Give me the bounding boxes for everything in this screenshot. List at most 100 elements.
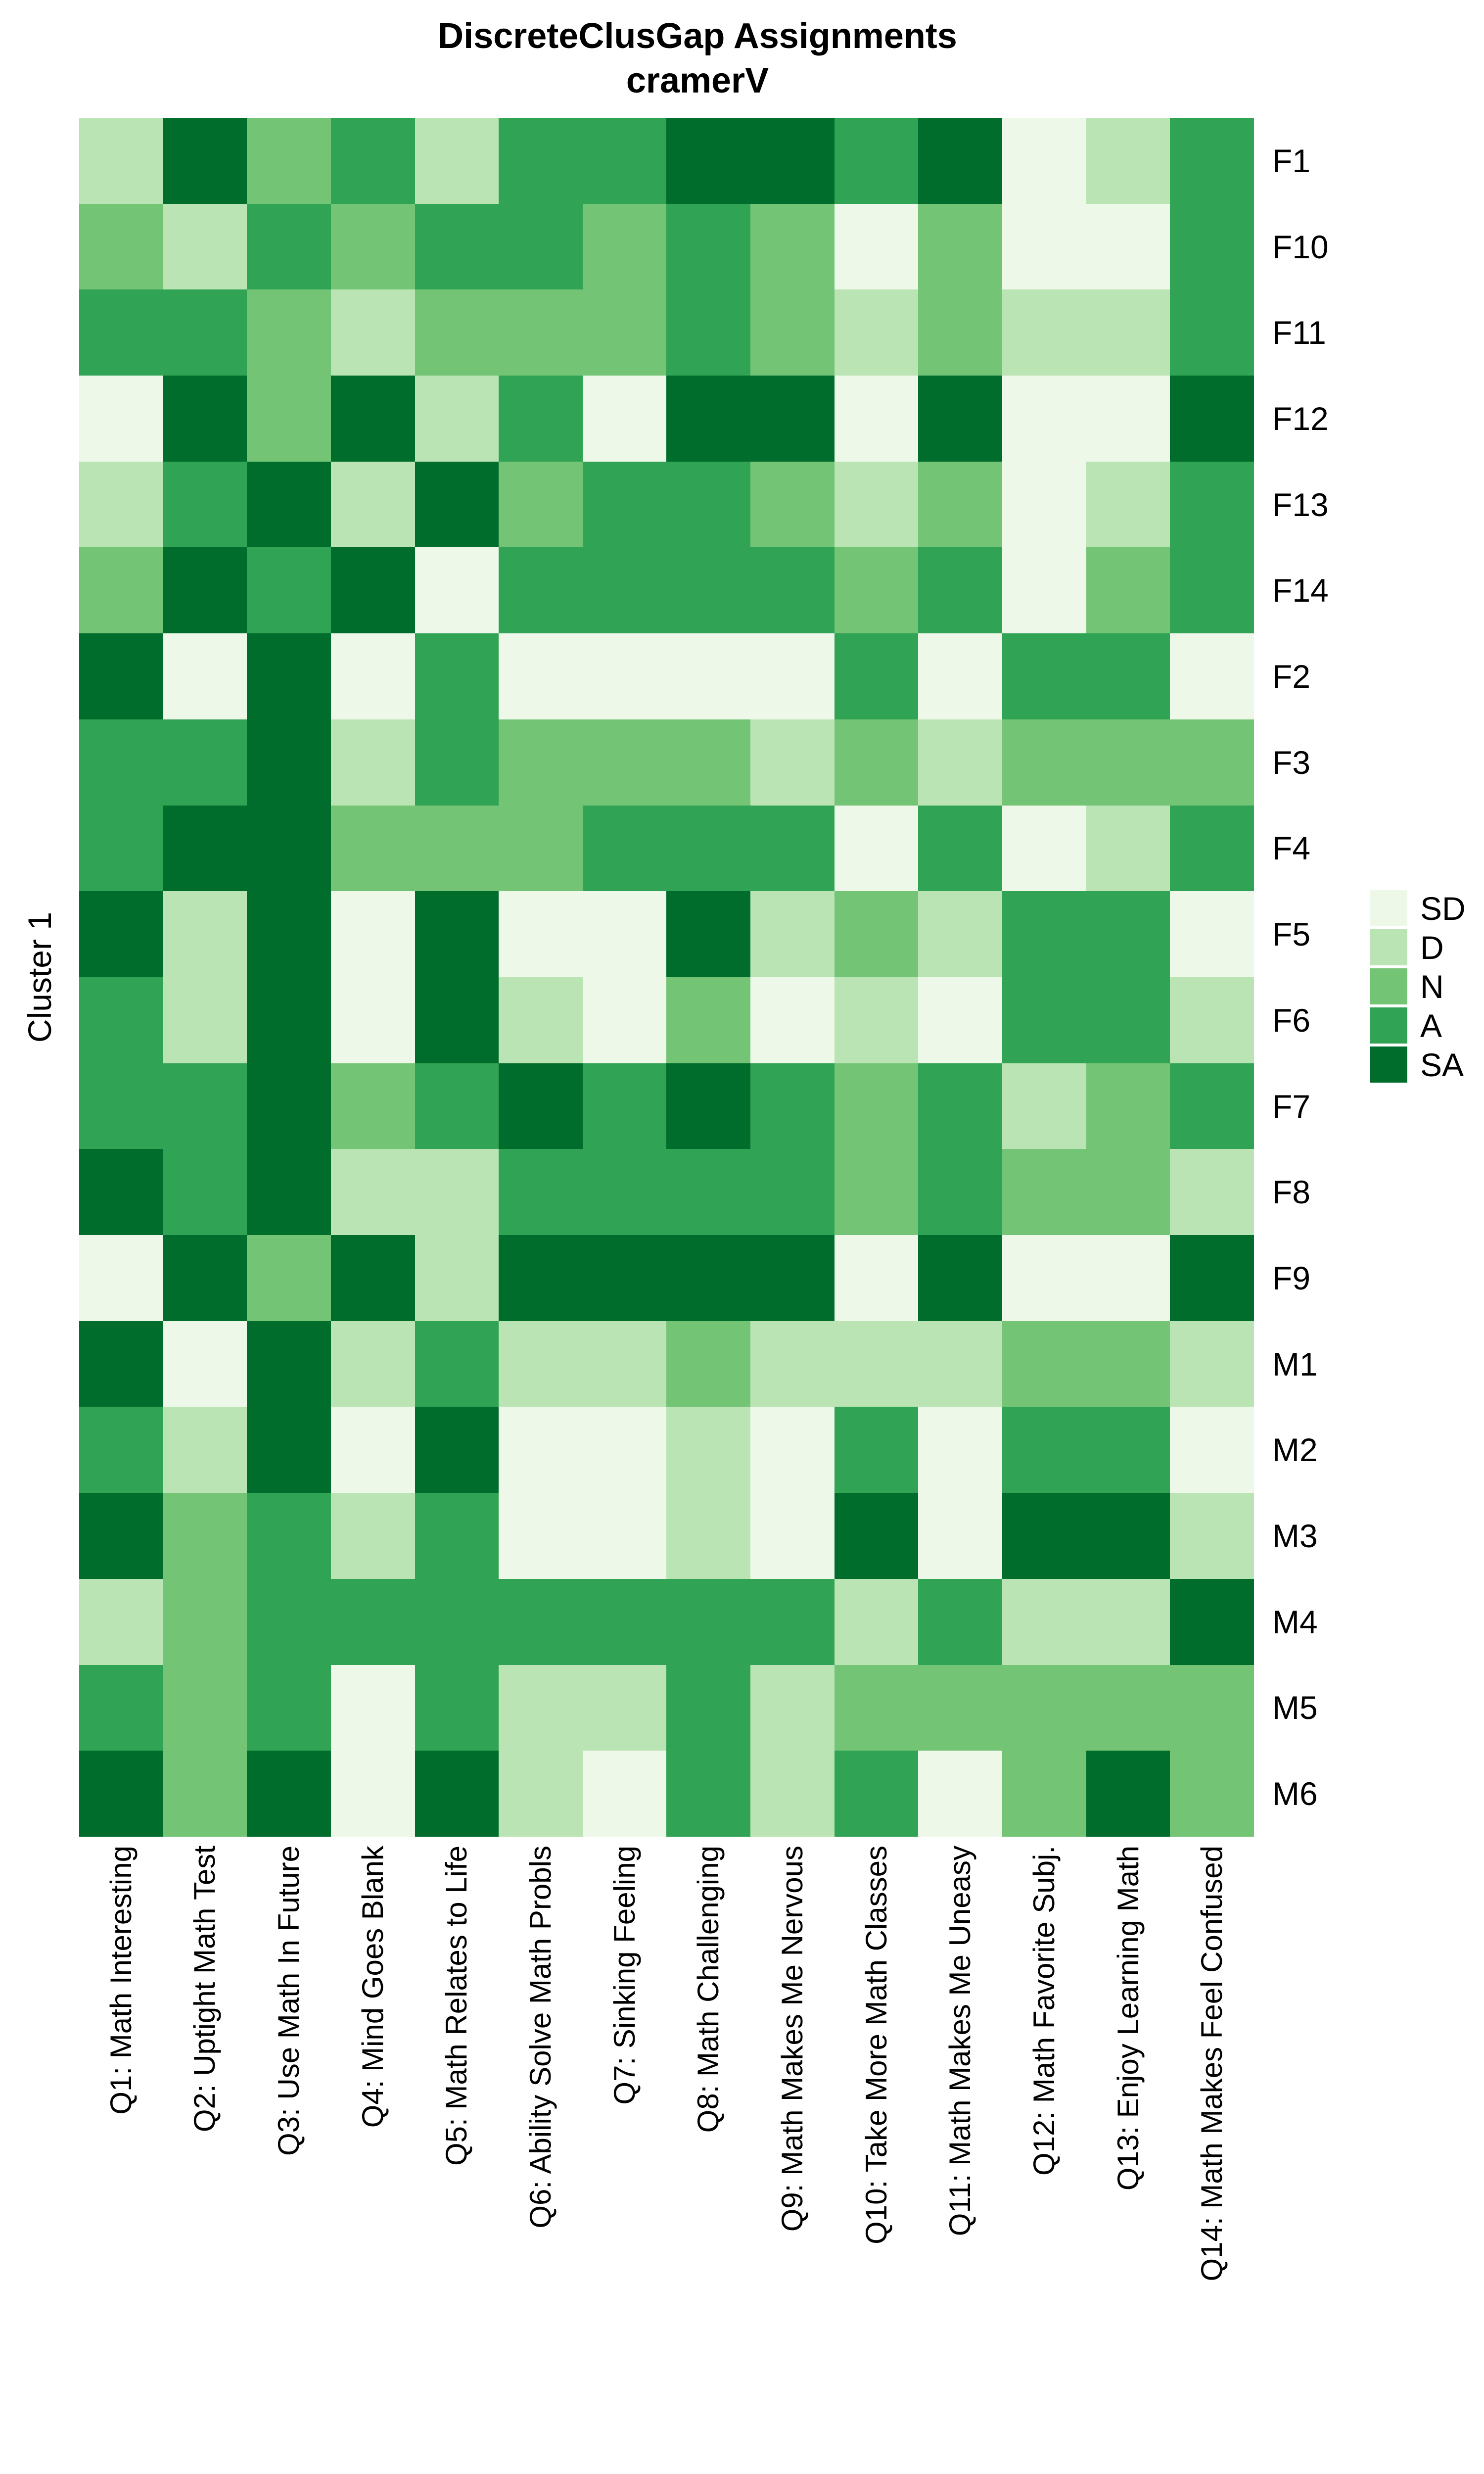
heatmap-cell xyxy=(666,805,751,892)
row-label: F11 xyxy=(1272,314,1326,351)
heatmap-cell xyxy=(1002,1063,1086,1149)
heatmap-cell xyxy=(1086,977,1170,1063)
heatmap-cell xyxy=(666,376,751,462)
heatmap-cell xyxy=(1086,118,1170,204)
heatmap-cell xyxy=(499,1578,583,1665)
heatmap-cell xyxy=(163,461,247,548)
heatmap-cell xyxy=(163,203,247,290)
heatmap-cell xyxy=(918,1751,1003,1837)
heatmap-cell xyxy=(1086,1063,1170,1149)
heatmap-cell xyxy=(1170,203,1254,290)
heatmap-cell xyxy=(918,1665,1003,1751)
heatmap-cell xyxy=(79,376,163,462)
heatmap-cell xyxy=(1170,1493,1254,1579)
heatmap-cell xyxy=(666,977,751,1063)
column-label: Q7: Sinking Feeling xyxy=(607,1846,641,2105)
heatmap-cell xyxy=(1002,203,1086,290)
heatmap-cell xyxy=(666,1493,751,1579)
heatmap-cell xyxy=(750,633,835,719)
heatmap-cell xyxy=(415,376,499,462)
heatmap-cell xyxy=(582,891,667,977)
heatmap-cell xyxy=(163,1407,247,1493)
heatmap-cell xyxy=(415,1063,499,1149)
heatmap-cell xyxy=(247,461,331,548)
heatmap-cell xyxy=(834,376,919,462)
heatmap-cell xyxy=(582,547,667,634)
heatmap-cell xyxy=(1086,1578,1170,1665)
heatmap-cell xyxy=(415,461,499,548)
heatmap-cell xyxy=(1086,1751,1170,1837)
heatmap-cell xyxy=(582,633,667,719)
heatmap-cell xyxy=(582,461,667,548)
legend-label: D xyxy=(1420,929,1444,966)
heatmap-cell xyxy=(834,719,919,806)
row-label: M2 xyxy=(1272,1431,1318,1469)
row-label: F13 xyxy=(1272,486,1329,523)
heatmap-cell xyxy=(1002,289,1086,376)
heatmap-cell xyxy=(499,461,583,548)
heatmap-cell xyxy=(163,977,247,1063)
heatmap-cell xyxy=(330,1493,415,1579)
heatmap-cell xyxy=(666,1149,751,1236)
heatmap-cell xyxy=(582,1063,667,1149)
heatmap-cell xyxy=(834,1751,919,1837)
heatmap-cell xyxy=(918,118,1003,204)
column-label: Q1: Math Interesting xyxy=(104,1846,138,2115)
heatmap-cell xyxy=(918,547,1003,634)
heatmap-cell xyxy=(666,719,751,806)
heatmap-cell xyxy=(918,376,1003,462)
column-label: Q10: Take More Math Classes xyxy=(859,1846,893,2244)
heatmap-cell xyxy=(666,1063,751,1149)
heatmap-cell xyxy=(834,461,919,548)
heatmap-cell xyxy=(834,547,919,634)
row-label: F8 xyxy=(1272,1174,1311,1211)
heatmap-cell xyxy=(499,719,583,806)
heatmap-cell xyxy=(1002,977,1086,1063)
heatmap-cell xyxy=(1170,633,1254,719)
heatmap-cell xyxy=(415,289,499,376)
heatmap-cell xyxy=(582,203,667,290)
heatmap-cell xyxy=(415,1751,499,1837)
heatmap-cell xyxy=(330,118,415,204)
heatmap-cell xyxy=(750,805,835,892)
heatmap-cell xyxy=(247,289,331,376)
heatmap-cell xyxy=(247,1149,331,1236)
heatmap-cell xyxy=(750,1578,835,1665)
heatmap-cell xyxy=(163,1321,247,1407)
heatmap-cell xyxy=(247,977,331,1063)
heatmap-cell xyxy=(918,891,1003,977)
heatmap-cell xyxy=(1170,1407,1254,1493)
heatmap-cell xyxy=(1170,977,1254,1063)
heatmap-cell xyxy=(330,203,415,290)
heatmap-cell xyxy=(330,1235,415,1321)
heatmap-cell xyxy=(918,1321,1003,1407)
heatmap-cell xyxy=(330,1321,415,1407)
row-label: F5 xyxy=(1272,916,1311,953)
heatmap-cell xyxy=(1170,289,1254,376)
heatmap-cell xyxy=(582,1407,667,1493)
heatmap-cell xyxy=(247,1063,331,1149)
heatmap-cell xyxy=(1086,633,1170,719)
legend-entry: SA xyxy=(1370,1047,1466,1083)
heatmap-cell xyxy=(330,805,415,892)
heatmap-cell xyxy=(750,1665,835,1751)
heatmap-cell xyxy=(163,1751,247,1837)
heatmap-cell xyxy=(1086,1407,1170,1493)
heatmap-cell xyxy=(1002,547,1086,634)
heatmap-cell xyxy=(247,1578,331,1665)
row-label: M3 xyxy=(1272,1518,1318,1555)
row-label: F14 xyxy=(1272,572,1329,609)
heatmap-cell xyxy=(79,461,163,548)
heatmap-cell xyxy=(163,547,247,634)
heatmap-cell xyxy=(163,1063,247,1149)
heatmap-cell xyxy=(918,1407,1003,1493)
column-label: Q2: Uptight Math Test xyxy=(188,1846,222,2133)
heatmap-cell xyxy=(1170,461,1254,548)
heatmap-cell xyxy=(330,547,415,634)
column-label: Q5: Math Relates to Life xyxy=(440,1846,473,2166)
heatmap-cell xyxy=(499,1665,583,1751)
heatmap-cell xyxy=(330,977,415,1063)
heatmap-cell xyxy=(582,376,667,462)
heatmap-cell xyxy=(750,547,835,634)
legend-entry: D xyxy=(1370,929,1466,966)
